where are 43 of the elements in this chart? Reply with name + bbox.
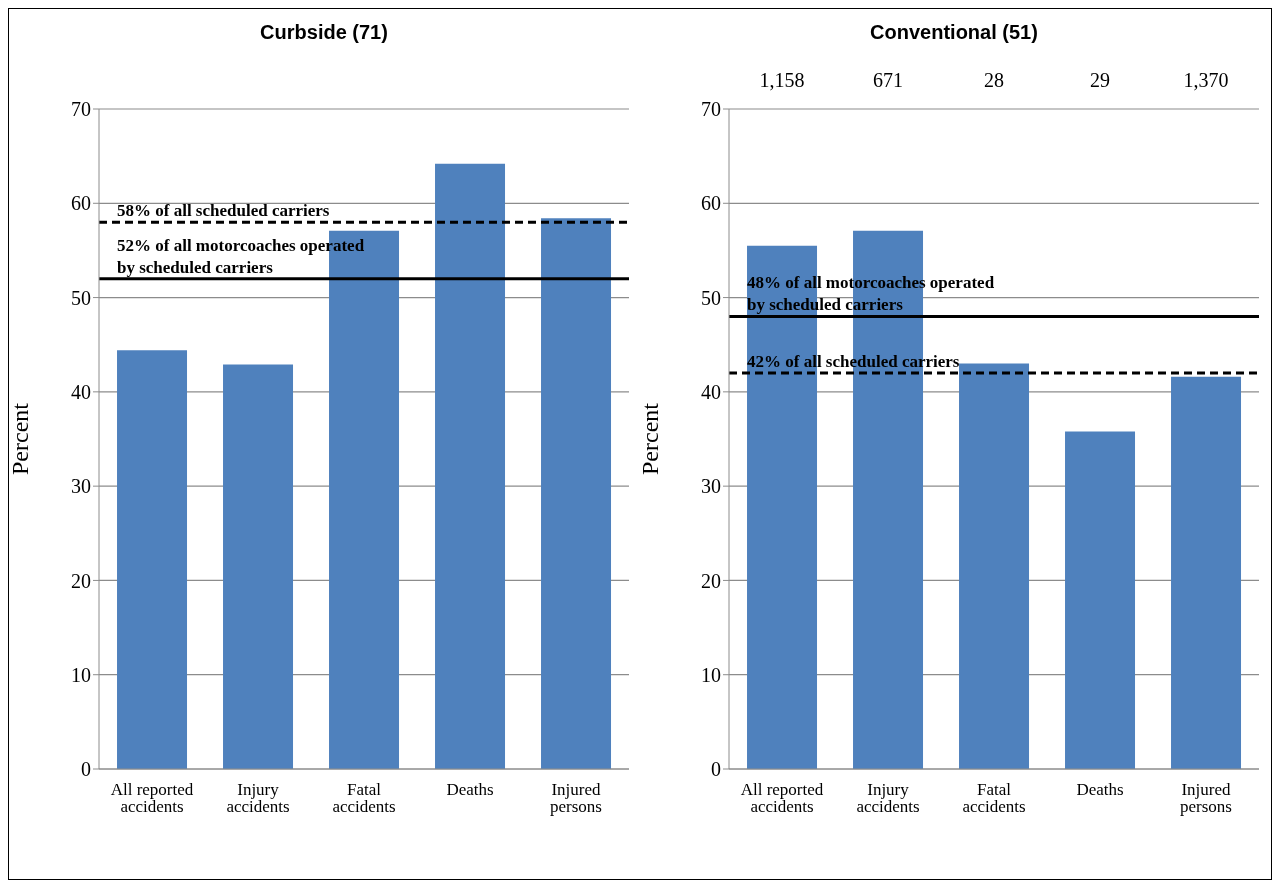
bar [1065, 431, 1136, 769]
x-tick-label: Injured persons [1180, 780, 1232, 817]
text: 1,370 [1183, 69, 1229, 91]
y-tick-label: 20 [701, 569, 721, 592]
y-tick-label: 60 [701, 192, 721, 215]
x-tick-label: Injury accidents [226, 780, 290, 817]
x-tick-label: Fatal accidents [962, 780, 1026, 817]
y-tick-label: 40 [71, 380, 91, 403]
bar [541, 218, 612, 769]
bar [223, 364, 294, 769]
text: 671 [873, 69, 903, 91]
y-tick-label: 70 [71, 98, 91, 121]
y-tick-label: 30 [701, 475, 721, 498]
y-tick-label: 50 [701, 286, 721, 309]
y-tick-label: 70 [701, 98, 721, 121]
x-tick-label: All reported accidents [740, 780, 824, 817]
x-tick-label: Fatal accidents [332, 780, 396, 817]
bar [117, 350, 188, 769]
text: 28 [984, 69, 1004, 91]
y-tick-label: 10 [71, 663, 91, 686]
x-tick-label: Injury accidents [856, 780, 920, 817]
chart-title: Conventional (51) [869, 21, 1039, 44]
y-axis-title: Percent [6, 402, 33, 475]
bar [1171, 376, 1242, 769]
x-tick-label: Deaths [1076, 780, 1124, 800]
ref-line-label: 58% of all scheduled carriers [117, 201, 330, 221]
y-tick-label: 30 [71, 475, 91, 498]
x-tick-label: All reported accidents [110, 780, 194, 817]
y-tick-label: 50 [71, 286, 91, 309]
y-tick-label: 20 [71, 569, 91, 592]
x-tick-label: Injured persons [550, 780, 602, 817]
text: 29 [1090, 69, 1110, 91]
text: 1,158 [759, 69, 805, 91]
y-tick-label: 0 [81, 758, 91, 781]
y-tick-label: 40 [701, 380, 721, 403]
chart-title: Curbside (71) [259, 21, 389, 44]
bar [959, 363, 1030, 769]
x-tick-label: Deaths [446, 780, 494, 800]
bar [435, 163, 506, 769]
y-axis-title: Percent [636, 402, 663, 475]
y-tick-label: 60 [71, 192, 91, 215]
y-tick-label: 0 [711, 758, 721, 781]
y-tick-label: 10 [701, 663, 721, 686]
